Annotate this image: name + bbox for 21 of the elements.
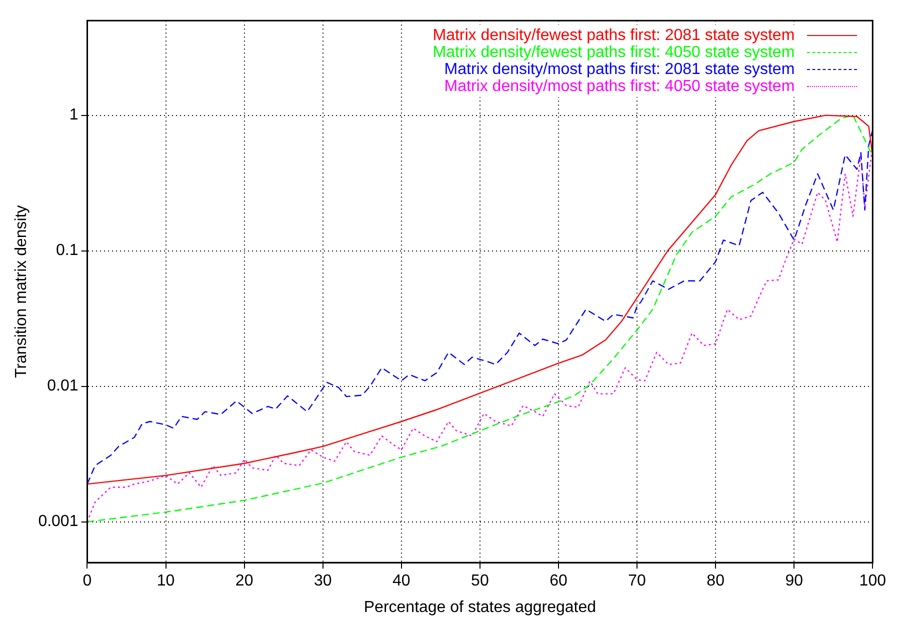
legend-label: Matrix density/fewest paths first: 2081 state system — [432, 26, 795, 44]
y-tick-label: 1 — [69, 106, 78, 124]
x-tick-label: 70 — [628, 572, 646, 590]
x-tick-label: 10 — [156, 572, 175, 590]
y-tick-label: 0.1 — [56, 242, 78, 260]
x-tick-label: 90 — [785, 572, 804, 590]
legend-label: Matrix density/most paths first: 2081 state system — [444, 60, 795, 78]
x-tick-label: 50 — [471, 572, 489, 590]
y-tick-label: 0.001 — [38, 513, 78, 530]
x-tick-label: 100 — [859, 572, 886, 590]
y-axis-title: Transition matrix density — [13, 205, 30, 378]
y-tick-label: 0.01 — [47, 378, 78, 395]
x-tick-label: 20 — [235, 572, 254, 590]
x-tick-label: 40 — [392, 572, 410, 590]
x-axis-title: Percentage of states aggregated — [364, 598, 596, 616]
x-tick-label: 0 — [82, 572, 92, 590]
x-tick-label: 60 — [550, 572, 568, 590]
x-tick-label: 30 — [314, 572, 332, 590]
legend-label: Matrix density/fewest paths first: 4050 state system — [432, 44, 795, 61]
legend-label: Matrix density/most paths first: 4050 state system — [444, 78, 795, 95]
x-tick-label: 80 — [706, 572, 725, 590]
